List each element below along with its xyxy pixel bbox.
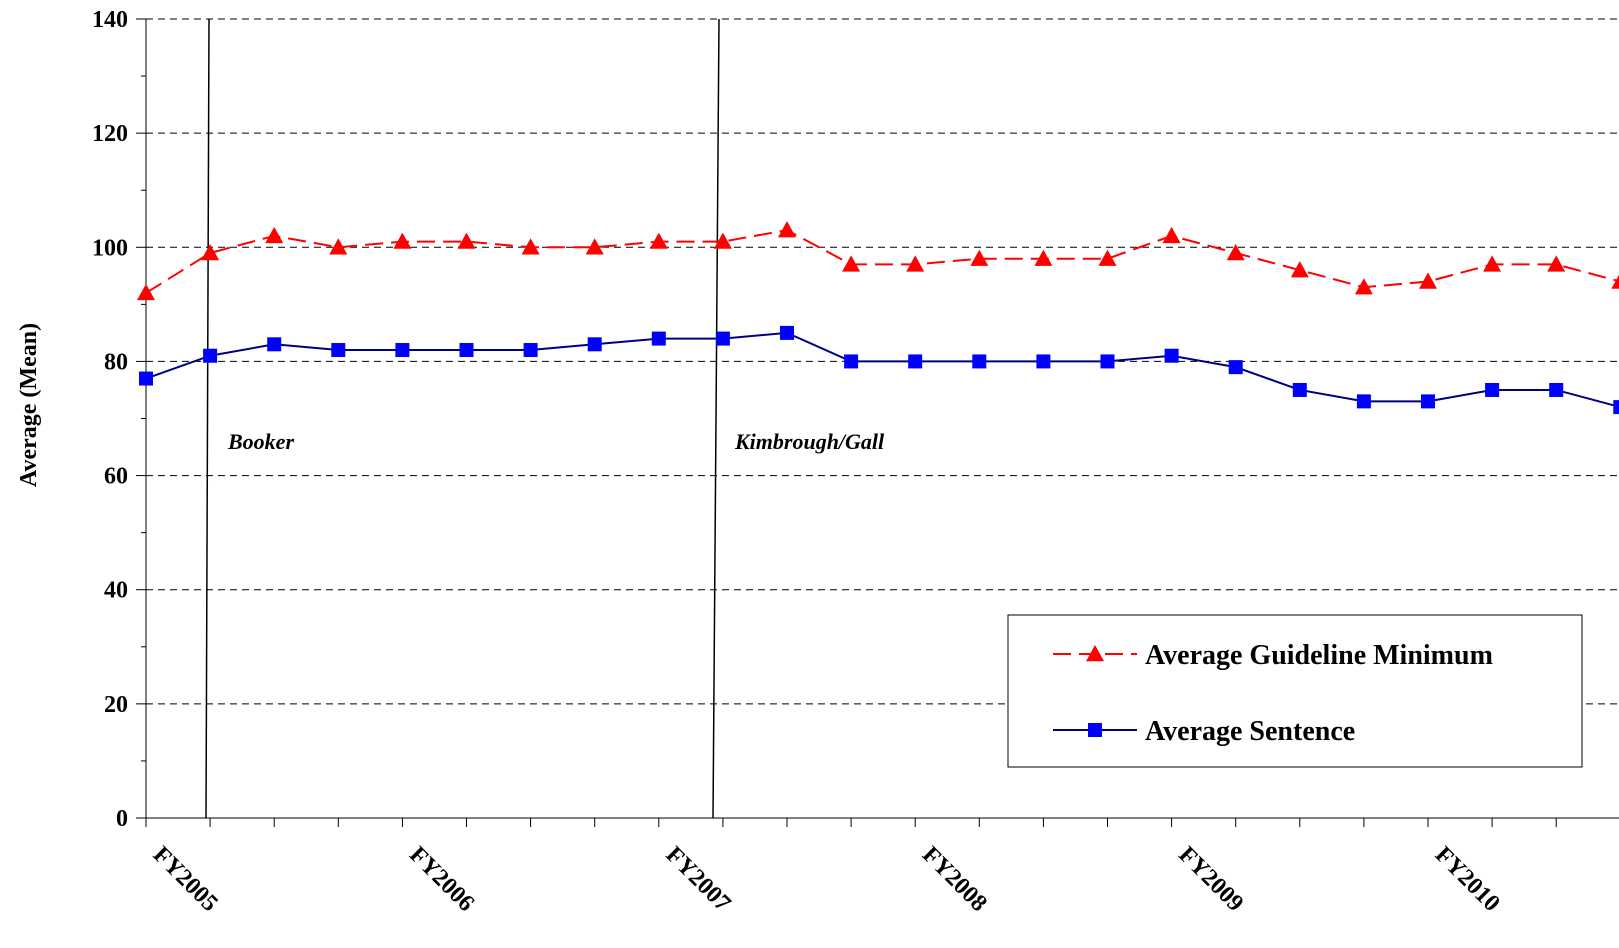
x-tick-label: FY2010	[1430, 842, 1505, 917]
data-point	[521, 238, 540, 255]
data-point	[265, 226, 284, 244]
data-point	[1421, 394, 1435, 409]
data-point	[906, 255, 925, 272]
data-point	[1036, 354, 1051, 369]
data-point	[329, 238, 348, 255]
legend-label: Average Guideline Minimum	[1145, 640, 1493, 671]
data-point	[713, 232, 732, 249]
y-tick-label: 40	[104, 578, 128, 604]
axes	[136, 18, 1619, 827]
grid-lines	[146, 18, 1619, 705]
data-point	[393, 232, 412, 249]
data-point	[459, 343, 474, 358]
data-point	[585, 238, 604, 255]
y-tick-label: 60	[104, 464, 128, 490]
event-lines	[205, 18, 720, 819]
y-tick-label: 120	[92, 121, 128, 147]
legend: Average Guideline Minimum Average Sentenc…	[1007, 614, 1583, 768]
data-point	[651, 331, 666, 346]
x-tick-label: FY2009	[1173, 842, 1248, 917]
data-point	[1100, 354, 1115, 369]
data-point	[1613, 400, 1619, 415]
data-point	[780, 325, 794, 340]
data-point	[908, 354, 923, 369]
data-point	[1290, 261, 1309, 278]
legend-marker	[1088, 723, 1102, 737]
data-point	[649, 232, 668, 249]
data-point	[1356, 394, 1371, 409]
data-point	[1354, 278, 1373, 295]
data-point	[1419, 272, 1437, 289]
y-tick-label: 20	[104, 692, 128, 718]
data-point	[139, 371, 153, 386]
annotation-label: Kimbrough/Gall	[734, 429, 885, 454]
data-point	[1228, 360, 1243, 375]
data-point	[1034, 249, 1053, 266]
y-tick-label: 0	[116, 806, 128, 832]
data-point	[1549, 382, 1564, 397]
data-point	[457, 232, 476, 249]
legend-marker	[1086, 645, 1104, 662]
x-tick-label: FY2005	[148, 842, 223, 917]
legend-label: Average Sentence	[1145, 716, 1355, 747]
series-line	[145, 331, 1619, 408]
data-point	[1164, 348, 1179, 363]
data-point	[1485, 382, 1500, 397]
y-axis-label: Average (Mean)	[16, 323, 42, 487]
y-tick-label: 140	[92, 7, 128, 33]
data-point	[1292, 382, 1307, 397]
data-point	[1162, 226, 1181, 244]
event-line	[205, 18, 210, 819]
legend-box	[1007, 614, 1583, 768]
x-tick-label: FY2008	[917, 842, 992, 917]
data-point	[842, 255, 861, 272]
data-point	[844, 354, 859, 369]
data-point	[778, 221, 796, 238]
data-point	[1098, 249, 1117, 266]
event-line	[712, 18, 720, 819]
data-point	[715, 331, 730, 346]
data-point	[1611, 274, 1619, 289]
data-point	[267, 337, 282, 352]
data-point	[203, 348, 218, 363]
data-point	[523, 343, 538, 358]
data-point	[1547, 255, 1566, 272]
y-tick-label: 80	[104, 349, 128, 375]
data-point	[331, 343, 346, 358]
data-point	[201, 243, 220, 261]
x-tick-label: FY2007	[661, 842, 736, 917]
data-point	[137, 283, 155, 301]
y-tick-label: 100	[92, 235, 128, 261]
data-point	[395, 343, 410, 358]
x-tick-label: FY2006	[404, 842, 479, 917]
data-point	[970, 249, 989, 266]
data-point	[1226, 243, 1245, 261]
series-line	[145, 229, 1619, 294]
annotation-label: Booker	[227, 429, 294, 454]
series	[137, 221, 1619, 415]
data-point	[972, 354, 987, 369]
data-point	[587, 337, 602, 352]
tick-labels: 0 20 40 60 80 100 120 140 FY2005 FY2006 FY2007 FY20…	[92, 7, 1505, 917]
data-point	[1483, 255, 1502, 272]
